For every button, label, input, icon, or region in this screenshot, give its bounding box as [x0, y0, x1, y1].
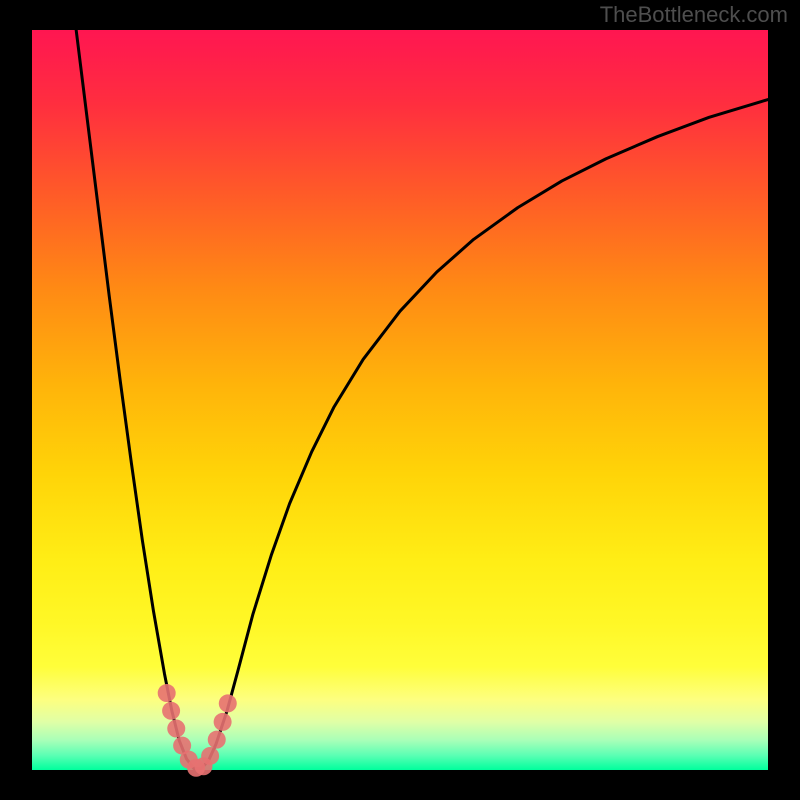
highlight-marker [167, 720, 185, 738]
highlight-marker [208, 731, 226, 749]
chart-plot-area [32, 30, 768, 770]
chart-container: TheBottleneck.com [0, 0, 800, 800]
highlight-marker [162, 702, 180, 720]
highlight-marker [201, 747, 219, 765]
bottleneck-curve-chart [0, 0, 800, 800]
watermark-text: TheBottleneck.com [600, 2, 788, 28]
highlight-marker [219, 694, 237, 712]
highlight-marker [158, 684, 176, 702]
highlight-marker [214, 713, 232, 731]
